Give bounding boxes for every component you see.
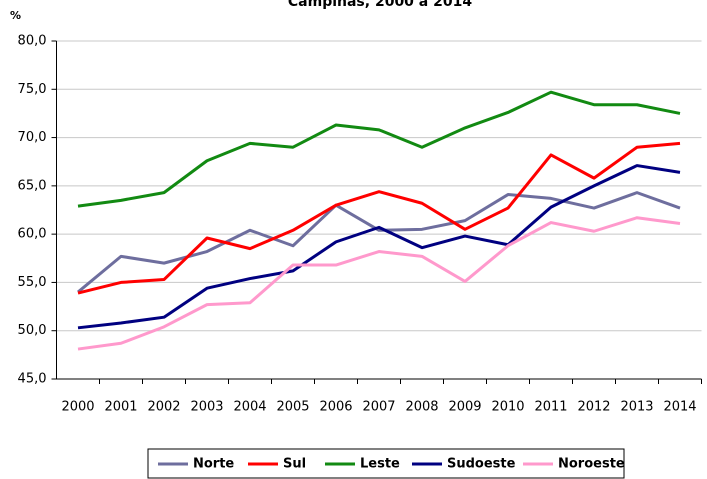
x-tick-label: 2008 <box>405 400 438 415</box>
chart-title: Campinas, 2000 a 2014 <box>288 0 472 10</box>
line-series <box>77 216 681 351</box>
x-tick-label: 2012 <box>577 400 610 415</box>
y-tick-label: 50,0 <box>18 323 47 338</box>
x-tick-label: 2001 <box>104 400 137 415</box>
line-series <box>77 191 681 294</box>
y-tick-label: 65,0 <box>18 178 47 193</box>
y-tick-label: 45,0 <box>18 372 47 387</box>
x-tick-label: 2013 <box>620 400 653 415</box>
x-tick-label: 2003 <box>190 400 223 415</box>
line-series <box>77 164 681 330</box>
x-tick-label: 2000 <box>61 400 94 415</box>
legend-label: Norte <box>193 457 234 472</box>
x-tick-label: 2010 <box>491 400 524 415</box>
legend-label: Sudoeste <box>447 457 516 472</box>
x-tick-label: 2002 <box>147 400 180 415</box>
line-series <box>77 90 681 208</box>
y-tick-label: 80,0 <box>18 34 47 49</box>
x-tick-label: 2006 <box>319 400 352 415</box>
y-axis-label: % <box>10 9 21 22</box>
line-series <box>77 141 681 295</box>
x-tick-label: 2011 <box>534 400 567 415</box>
y-tick-label: 60,0 <box>18 227 47 242</box>
y-tick-label: 75,0 <box>18 82 47 97</box>
x-tick-label: 2005 <box>276 400 309 415</box>
x-tick-label: 2004 <box>233 400 266 415</box>
legend-label: Noroeste <box>558 457 625 472</box>
legend-label: Sul <box>283 457 306 472</box>
y-tick-label: 55,0 <box>18 275 47 290</box>
x-tick-label: 2007 <box>362 400 395 415</box>
x-tick-label: 2014 <box>663 400 696 415</box>
legend-label: Leste <box>360 457 400 472</box>
x-tick-label: 2009 <box>448 400 481 415</box>
y-tick-label: 70,0 <box>18 130 47 145</box>
